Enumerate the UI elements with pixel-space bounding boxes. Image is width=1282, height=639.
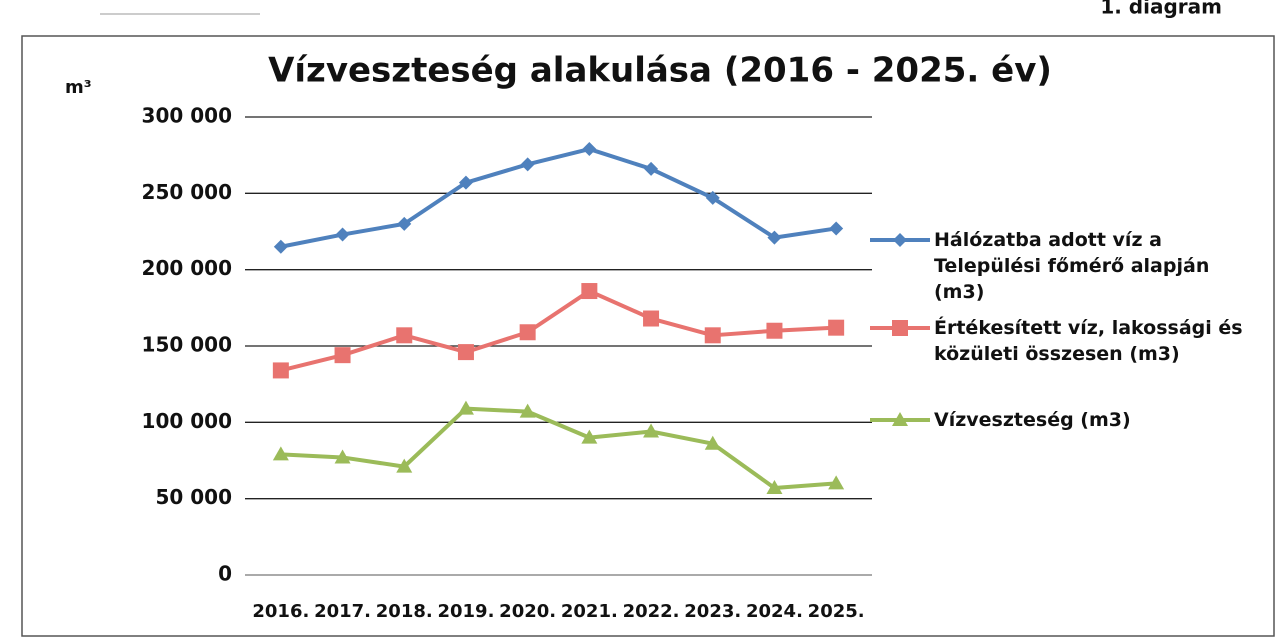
- chart-title: Vízveszteség alakulása (2016 - 2025. év): [268, 51, 1052, 91]
- marker: [272, 362, 289, 379]
- page-label: 1. diagram: [1100, 0, 1222, 19]
- x-tick-label: 2022.: [623, 601, 680, 622]
- marker: [396, 458, 413, 473]
- marker: [397, 216, 412, 231]
- marker: [335, 227, 350, 242]
- marker: [766, 322, 783, 339]
- marker: [829, 221, 844, 236]
- marker: [767, 230, 782, 245]
- marker: [581, 429, 598, 444]
- y-tick-label: 200 000: [142, 256, 232, 280]
- series-line: [280, 289, 837, 373]
- legend-marker: [892, 320, 908, 336]
- y-axis-label: m³: [65, 77, 92, 98]
- y-tick-label: 150 000: [142, 333, 232, 357]
- series-line: [280, 406, 837, 490]
- marker: [273, 239, 288, 254]
- x-tick-label: 2016.: [252, 601, 309, 622]
- marker: [828, 319, 845, 336]
- marker: [828, 475, 845, 490]
- y-tick-label: 100 000: [142, 409, 232, 433]
- y-tick-label: 300 000: [142, 104, 232, 128]
- x-tick-label: 2018.: [376, 601, 433, 622]
- frame: [21, 35, 1275, 637]
- y-tick-label: 50 000: [155, 485, 232, 509]
- marker: [272, 446, 289, 461]
- y-tick-label: 0: [218, 562, 232, 586]
- marker: [457, 400, 474, 415]
- x-tick-label: 2021.: [561, 601, 618, 622]
- marker: [766, 479, 783, 494]
- marker: [458, 175, 473, 190]
- x-tick-label: 2025.: [808, 601, 865, 622]
- marker: [396, 327, 413, 344]
- marker: [334, 347, 351, 364]
- marker: [334, 449, 351, 464]
- x-tick-label: 2019.: [437, 601, 494, 622]
- marker: [582, 142, 597, 157]
- marker: [519, 403, 536, 418]
- series-line: [280, 147, 837, 249]
- marker: [643, 423, 660, 438]
- y-tick-label: 250 000: [142, 180, 232, 204]
- marker: [643, 310, 660, 327]
- legend-marker: [892, 412, 908, 426]
- x-tick-label: 2017.: [314, 601, 371, 622]
- marker: [520, 157, 535, 172]
- marker: [705, 190, 720, 205]
- legend-marker: [893, 233, 907, 247]
- legend-label: Vízveszteség (m3): [934, 409, 1131, 431]
- x-tick-label: 2024.: [746, 601, 803, 622]
- marker: [581, 283, 598, 300]
- legend-label: Hálózatba adott víz a Települési főmérő …: [934, 229, 1210, 303]
- marker: [457, 344, 474, 361]
- marker: [644, 161, 659, 176]
- marker: [704, 435, 721, 450]
- marker: [519, 324, 536, 341]
- x-tick-label: 2020.: [499, 601, 556, 622]
- legend-label: Értékesített víz, lakossági és közületi …: [934, 317, 1243, 365]
- marker: [704, 327, 721, 344]
- x-tick-label: 2023.: [684, 601, 741, 622]
